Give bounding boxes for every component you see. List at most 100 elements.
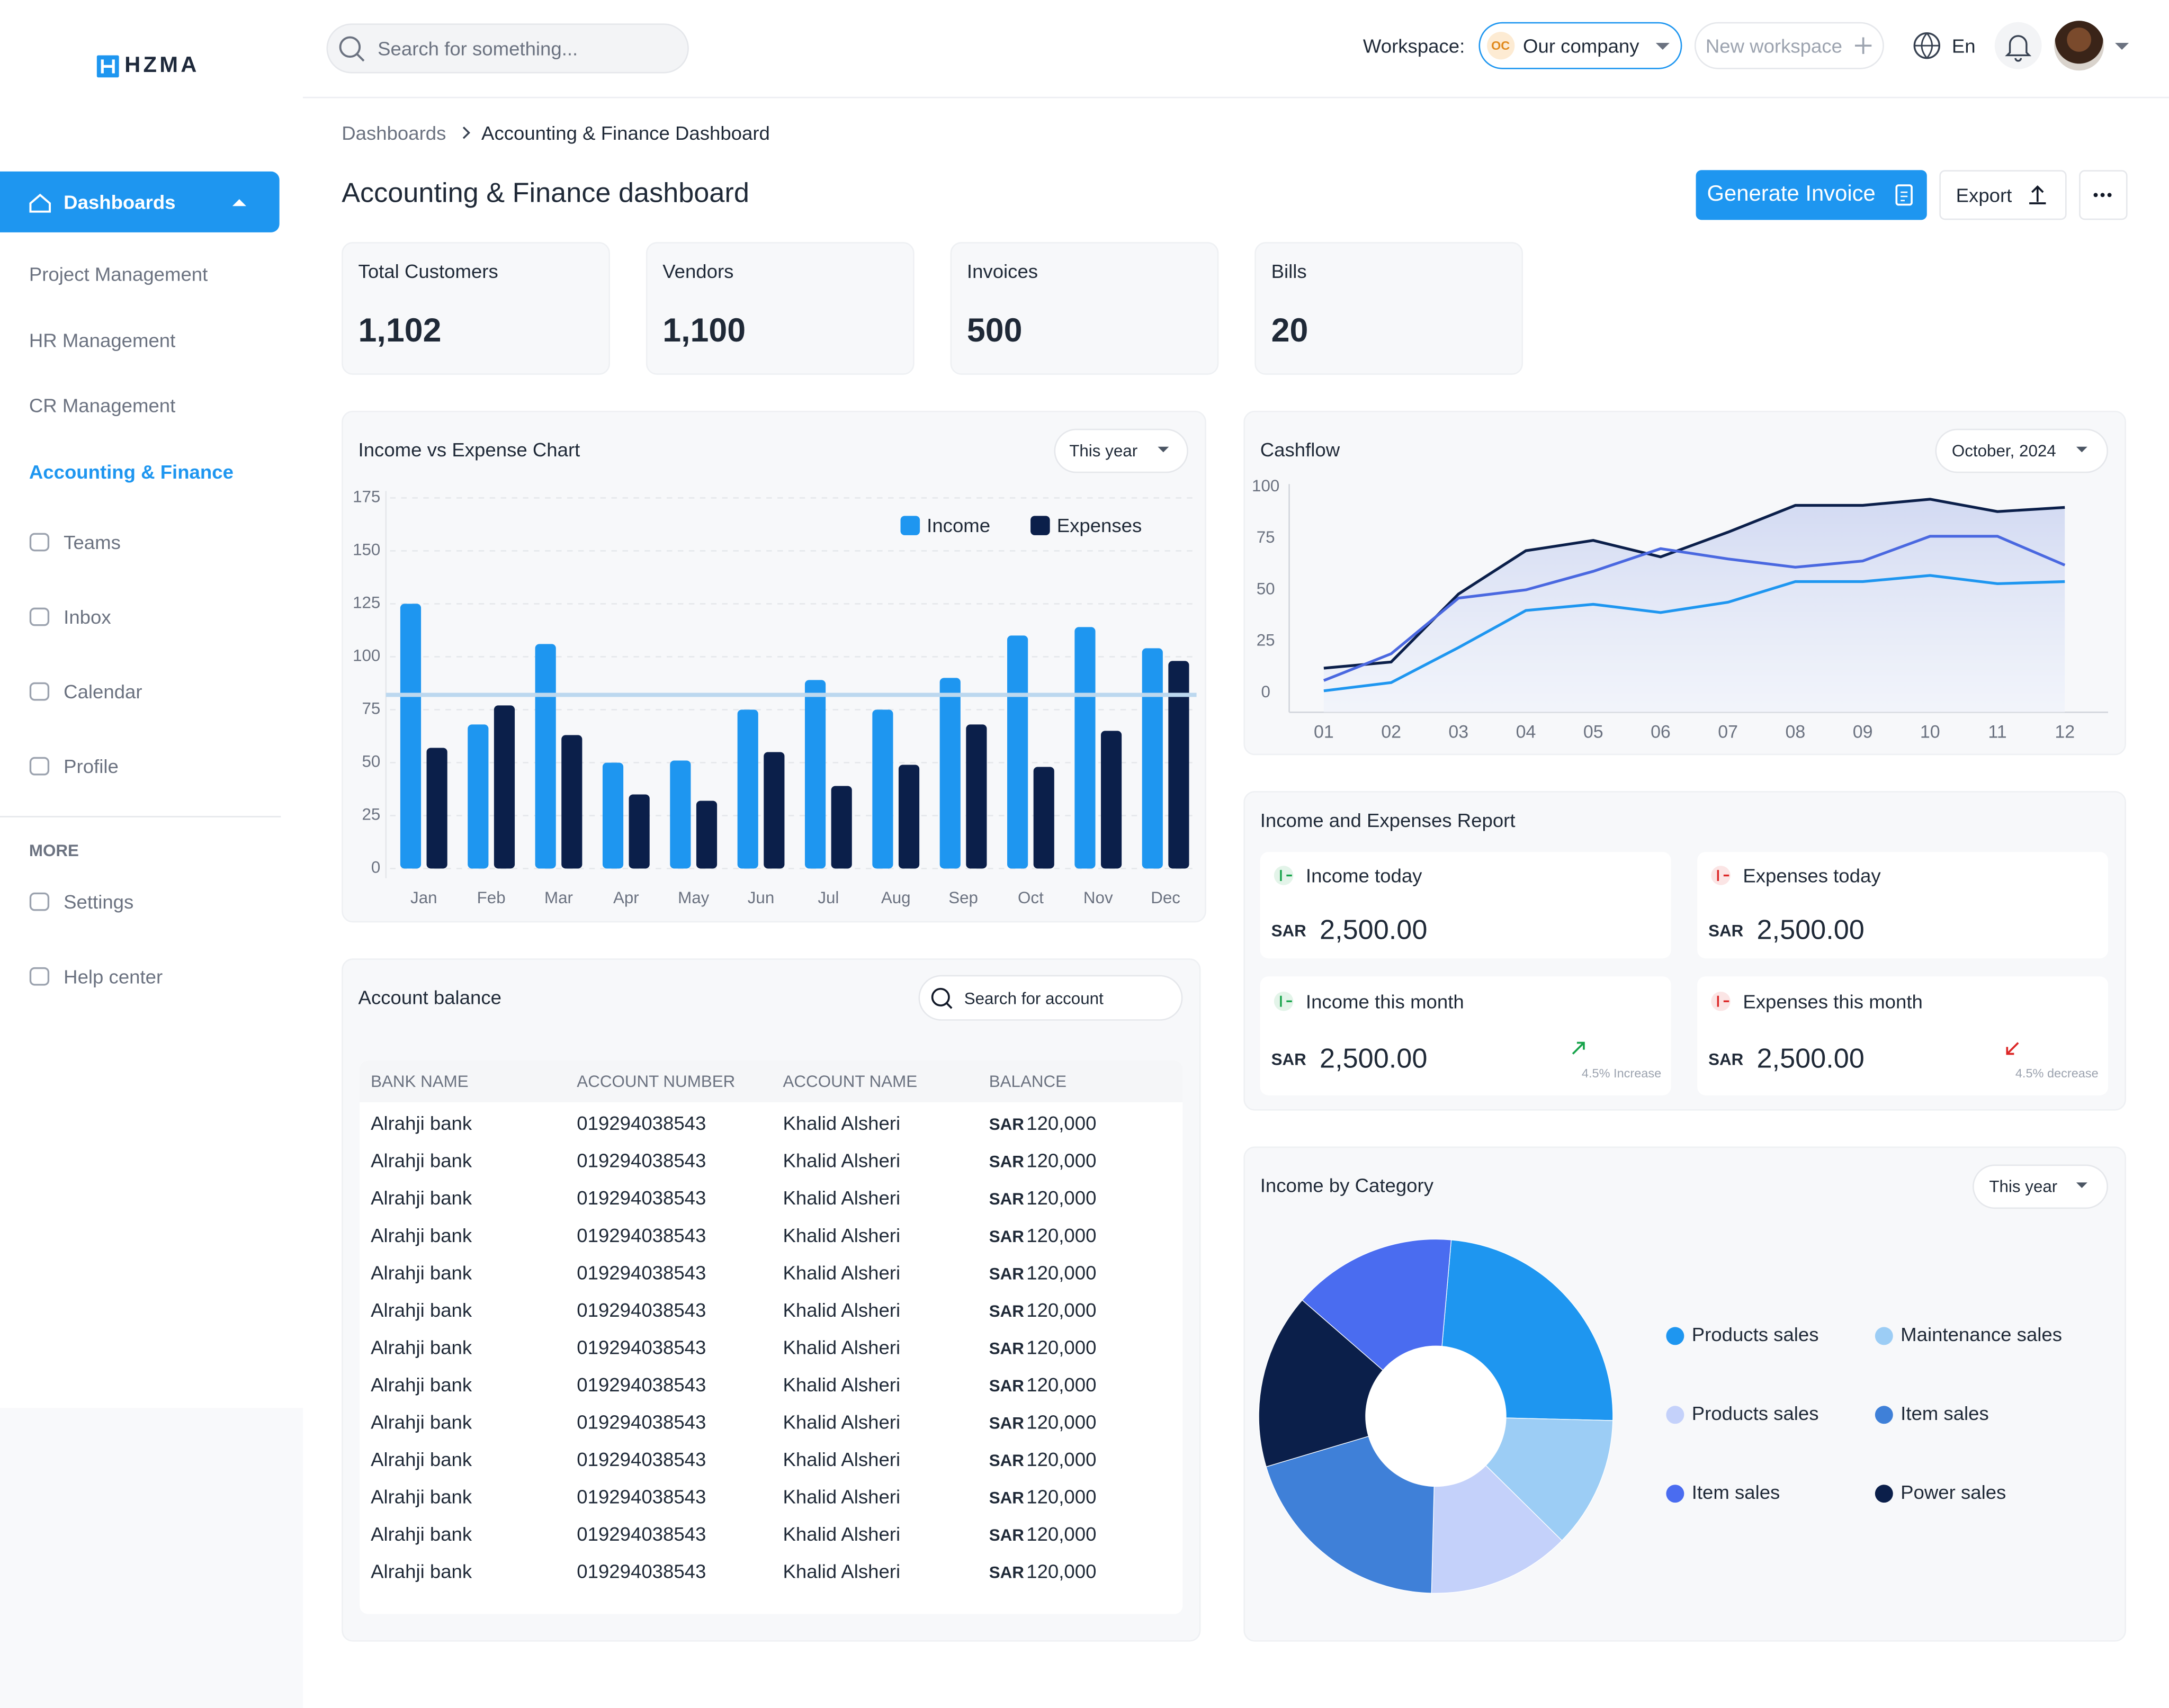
bar [737, 709, 758, 869]
dot-icon [2093, 193, 2098, 197]
account-search[interactable] [918, 975, 1183, 1021]
bar [898, 765, 920, 869]
x-tick-label: 09 [1853, 722, 1873, 742]
amount: 2,500.00 [1756, 915, 1865, 946]
kpi-label: Total Customers [358, 260, 498, 282]
legend-label: Expenses [1057, 515, 1142, 536]
caret-down [2115, 42, 2129, 50]
bar [1100, 731, 1122, 869]
currency: SAR [1271, 1049, 1306, 1069]
bar [966, 724, 987, 869]
search-icon [931, 987, 950, 1006]
table-currency: SAR [989, 1152, 1024, 1172]
table-currency: SAR [989, 1189, 1024, 1209]
x-tick-label: Aug [881, 888, 911, 907]
bar [1142, 648, 1163, 869]
nav-item[interactable]: Calendar [64, 680, 142, 703]
nav-item[interactable]: Settings [64, 891, 134, 913]
x-tick-label: 08 [1785, 722, 1805, 742]
table-cell: Alrahji bank [371, 1410, 472, 1433]
dot-icon [2107, 193, 2112, 197]
money-icon [1711, 866, 1731, 885]
table-cell: 019294038543 [577, 1410, 706, 1433]
table-cell: Alrahji bank [371, 1224, 472, 1246]
nav-item[interactable]: Help center [64, 965, 163, 988]
table-cell: 019294038543 [577, 1261, 706, 1284]
table-cell: Alrahji bank [371, 1336, 472, 1359]
table-cell: Alrahji bank [371, 1373, 472, 1396]
nav-item[interactable]: Accounting & Finance [29, 460, 234, 483]
generate-button[interactable] [1696, 170, 1927, 220]
x-tick-label: 11 [1988, 722, 2006, 742]
new-workspace[interactable] [1694, 22, 1884, 69]
breadcrumb-item[interactable]: Dashboards [342, 121, 446, 144]
nav-item[interactable]: Project Management [29, 263, 208, 285]
new-workspace-label: New workspace [1705, 34, 1843, 57]
y-tick-label: 50 [362, 752, 380, 771]
bell-icon [2005, 35, 2032, 62]
kpi-card [342, 242, 610, 375]
table-cell: Khalid Alsheri [783, 1560, 901, 1583]
table-cell: 120,000 [1026, 1336, 1097, 1359]
nav-item[interactable]: Teams [64, 531, 121, 553]
bar [1074, 627, 1096, 869]
kpi-card [646, 242, 915, 375]
export-button[interactable] [1939, 170, 2067, 220]
table-cell: Khalid Alsheri [783, 1410, 901, 1433]
money-icon [1274, 991, 1294, 1011]
table-cell: 019294038543 [577, 1485, 706, 1508]
more-button[interactable] [2079, 170, 2128, 220]
nav-item[interactable]: Inbox [64, 606, 111, 628]
filter-label[interactable]: October, 2024 [1951, 441, 2056, 461]
filter-label[interactable]: This year [1989, 1176, 2058, 1197]
search-box[interactable] [326, 23, 689, 74]
table-cell: Khalid Alsheri [783, 1336, 901, 1359]
nav-item[interactable]: HR Management [29, 329, 176, 352]
filter-pill[interactable] [1935, 428, 2108, 473]
filter-pill[interactable] [1054, 428, 1188, 473]
table-currency: SAR [989, 1488, 1024, 1508]
search-placeholder: Search for account [964, 988, 1104, 1009]
legend-dot [1875, 1485, 1893, 1503]
kpi-card [950, 242, 1219, 375]
nav-icon [29, 892, 50, 911]
legend-dot [1666, 1406, 1684, 1424]
change-label: 4.5% Increase [1581, 1066, 1662, 1081]
bar [468, 724, 489, 869]
table-cell: Khalid Alsheri [783, 1298, 901, 1321]
money-icon [1274, 866, 1294, 885]
bar [426, 748, 447, 869]
bar [696, 801, 718, 869]
x-tick-label: Sep [948, 888, 978, 907]
legend-label: Maintenance sales [1901, 1324, 2062, 1345]
workspace-select[interactable] [1478, 22, 1682, 69]
kpi-card [1254, 242, 1523, 375]
x-tick-label: Mar [544, 888, 573, 907]
table-cell: 120,000 [1026, 1149, 1097, 1172]
currency: SAR [1271, 921, 1306, 941]
table-cell: 019294038543 [577, 1448, 706, 1470]
column-header: ACCOUNT NUMBER [577, 1072, 736, 1092]
nav-item[interactable]: Profile [64, 755, 119, 778]
x-tick-label: Oct [1018, 888, 1044, 907]
avatar[interactable] [2054, 21, 2104, 71]
x-tick-label: 10 [1920, 722, 1940, 742]
x-tick-label: 07 [1718, 722, 1738, 742]
nav-item[interactable]: CR Management [29, 394, 176, 417]
breadcrumb-item: Accounting & Finance Dashboard [481, 121, 770, 144]
nav-item[interactable]: Dashboards [64, 191, 176, 213]
nav-icon [29, 533, 50, 552]
x-tick-label: 04 [1516, 722, 1536, 742]
search-icon [945, 1002, 953, 1009]
nav-active-bg[interactable] [0, 171, 280, 232]
bar [602, 762, 624, 869]
page-title: Accounting & Finance dashboard [342, 178, 749, 209]
filter-pill[interactable] [1972, 1164, 2108, 1209]
table-cell: Khalid Alsheri [783, 1224, 901, 1246]
report-label: Expenses this month [1743, 990, 1923, 1013]
filter-label[interactable]: This year [1069, 441, 1138, 461]
bar [1168, 661, 1189, 869]
table-cell: 019294038543 [577, 1523, 706, 1545]
decrease-arrow [2006, 1042, 2019, 1055]
